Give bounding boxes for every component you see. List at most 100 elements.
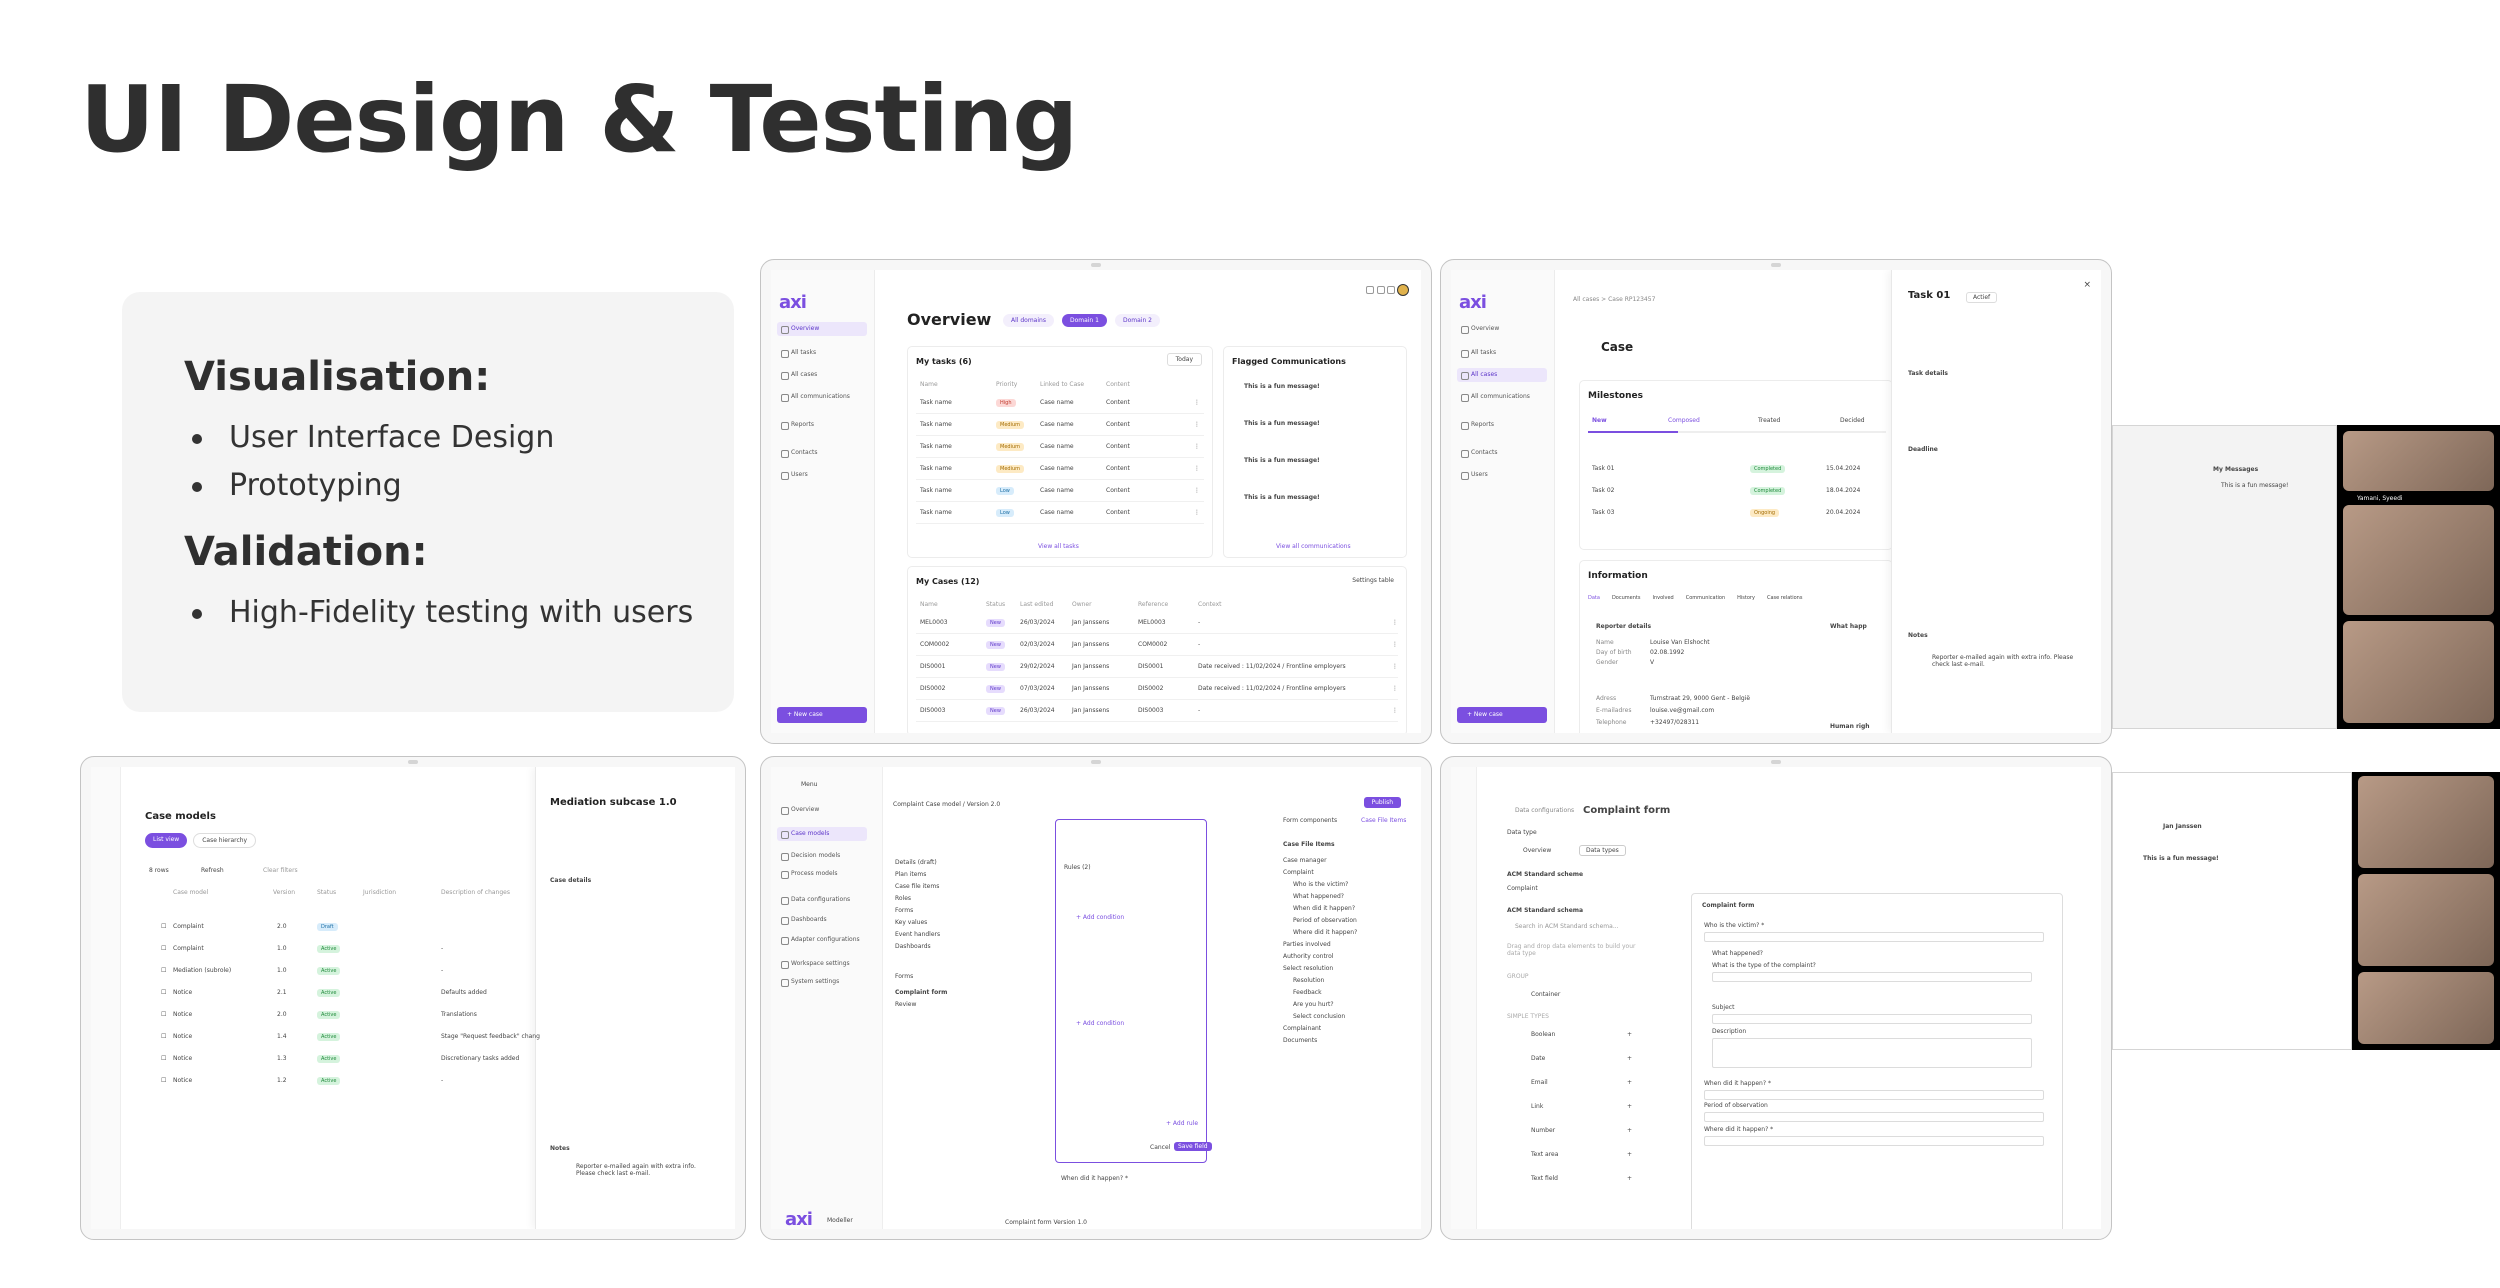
avatar[interactable] [1397, 284, 1409, 296]
nav-all-tasks[interactable]: All tasks [777, 346, 867, 360]
cfi-item[interactable]: Are you hurt? [1293, 1001, 1334, 1008]
nav-overview[interactable]: Overview [777, 322, 867, 336]
kebab-menu-icon[interactable]: ⋮ [1194, 421, 1200, 428]
nav-users[interactable]: Users [777, 468, 867, 482]
kebab-menu-icon[interactable]: ⋮ [1194, 509, 1200, 516]
tab-case-relations[interactable]: Case relations [1766, 595, 1803, 601]
kebab-menu-icon[interactable]: ⋮ [1194, 443, 1200, 450]
type-item[interactable]: Text field [1531, 1175, 1558, 1182]
publish-button[interactable]: Publish [1363, 797, 1401, 808]
step-decided[interactable]: Decided [1840, 417, 1865, 424]
form-field-input[interactable] [1704, 1112, 2044, 1122]
linked-case[interactable]: Case name [1040, 421, 1074, 428]
cfi-item[interactable]: Who is the victim? [1293, 881, 1349, 888]
add-icon[interactable]: + [1627, 1055, 1633, 1062]
row-checkbox[interactable]: ☐ [161, 967, 167, 974]
add-icon[interactable]: + [1627, 1103, 1633, 1110]
cfi-item[interactable]: What happened? [1293, 893, 1344, 900]
step-new[interactable]: New [1592, 417, 1607, 424]
nav-item[interactable]: System settings [777, 975, 867, 989]
tab-domain-1[interactable]: Domain 1 [1061, 314, 1107, 327]
view-all-communications-link[interactable]: View all communications [1276, 543, 1351, 550]
cfi-item[interactable]: Period of observation [1293, 917, 1357, 924]
nav-all-cases[interactable]: All cases [777, 368, 867, 382]
case-model-name[interactable]: Notice [173, 1011, 193, 1018]
new-case-button[interactable]: + New case [777, 707, 867, 723]
kebab-menu-icon[interactable]: ⋮ [1392, 707, 1398, 714]
tab-form-components[interactable]: Form components [1283, 817, 1338, 824]
refresh-button[interactable]: Refresh [201, 867, 224, 874]
cancel-button[interactable]: Cancel [1150, 1144, 1171, 1151]
case-name[interactable]: DIS0001 [920, 663, 946, 670]
cfi-item[interactable]: Select resolution [1283, 965, 1334, 972]
nav-item[interactable]: Overview [777, 803, 867, 817]
task-name[interactable]: Task name [920, 399, 952, 406]
form-field-input[interactable] [1704, 1136, 2044, 1146]
breadcrumb[interactable]: All cases > Case RP123457 [1573, 296, 1656, 303]
nav-item[interactable]: Workspace settings [777, 957, 867, 971]
task-name[interactable]: Task name [920, 465, 952, 472]
type-item[interactable]: Number [1531, 1127, 1556, 1134]
breadcrumb[interactable]: Data configurations [1515, 807, 1575, 814]
tree-item[interactable]: Event handlers [895, 931, 941, 938]
tab-data[interactable]: Data [1588, 595, 1600, 601]
message-item[interactable]: This is a fun message! [2221, 482, 2289, 489]
nav-reports[interactable]: Reports [777, 418, 867, 432]
row-checkbox[interactable]: ☐ [161, 945, 167, 952]
nav-overview[interactable]: Overview [1457, 322, 1547, 336]
nav-item[interactable]: Adapter configurations [777, 933, 867, 947]
close-icon[interactable]: × [2083, 280, 2091, 290]
tab-case-file-items[interactable]: Case File Items [1361, 817, 1407, 824]
task-name[interactable]: Task name [920, 443, 952, 450]
case-name[interactable]: DIS0002 [920, 685, 946, 692]
row-checkbox[interactable]: ☐ [161, 1011, 167, 1018]
menu-label[interactable]: Menu [801, 781, 818, 788]
case-model-name[interactable]: Notice [173, 1033, 193, 1040]
tree-item[interactable]: Forms [895, 907, 914, 914]
flagged-item[interactable]: This is a fun message! [1244, 494, 1320, 501]
task-status-select[interactable]: Actief [1966, 292, 1998, 303]
cfi-item[interactable]: Complaint [1283, 869, 1314, 876]
add-icon[interactable]: + [1627, 1079, 1633, 1086]
apps-grid-icon[interactable] [1386, 286, 1395, 294]
new-case-button[interactable]: + New case [1457, 707, 1547, 723]
row-checkbox[interactable]: ☐ [161, 989, 167, 996]
nav-item[interactable]: Decision models [777, 849, 867, 863]
kebab-menu-icon[interactable]: ⋮ [1392, 663, 1398, 670]
row-checkbox[interactable]: ☐ [161, 923, 167, 930]
add-icon[interactable]: + [1627, 1127, 1633, 1134]
nav-all-cases[interactable]: All cases [1457, 368, 1547, 382]
type-container[interactable]: Container [1531, 991, 1561, 998]
add-icon[interactable]: + [1627, 1151, 1633, 1158]
kebab-menu-icon[interactable]: ⋮ [1194, 399, 1200, 406]
tree-item[interactable]: Details (draft) [895, 859, 937, 866]
cfi-item[interactable]: Complainant [1283, 1025, 1322, 1032]
tab-overview[interactable]: Overview [1523, 847, 1552, 854]
add-condition-button[interactable]: + Add condition [1076, 914, 1125, 921]
case-model-name[interactable]: Complaint [173, 945, 204, 952]
tab-communication[interactable]: Communication [1685, 595, 1726, 601]
form-complaint[interactable]: Complaint form [895, 989, 948, 996]
clear-filters-button[interactable]: Clear filters [263, 867, 298, 874]
tab-documents[interactable]: Documents [1611, 595, 1641, 601]
milestone-task[interactable]: Task 02 [1592, 487, 1615, 494]
form-field-input[interactable] [1704, 1090, 2044, 1100]
case-model-name[interactable]: Notice [173, 1055, 193, 1062]
cfi-item[interactable]: Select conclusion [1293, 1013, 1346, 1020]
add-rule-button[interactable]: + Add rule [1166, 1120, 1199, 1127]
cfi-item[interactable]: When did it happen? [1293, 905, 1356, 912]
view-all-tasks-link[interactable]: View all tasks [1038, 543, 1079, 550]
scheme-value[interactable]: Complaint [1507, 885, 1538, 892]
linked-case[interactable]: Case name [1040, 465, 1074, 472]
type-item[interactable]: Link [1531, 1103, 1544, 1110]
nav-contacts[interactable]: Contacts [1457, 446, 1547, 460]
form-field-input[interactable] [1712, 1014, 2032, 1024]
tab-domain-2[interactable]: Domain 2 [1114, 314, 1160, 327]
nav-item[interactable]: Process models [777, 867, 867, 881]
milestone-task[interactable]: Task 01 [1592, 465, 1615, 472]
tree-item[interactable]: Key values [895, 919, 928, 926]
case-model-name[interactable]: Notice [173, 989, 193, 996]
nav-contacts[interactable]: Contacts [777, 446, 867, 460]
kebab-menu-icon[interactable]: ⋮ [1392, 619, 1398, 626]
add-icon[interactable]: + [1627, 1175, 1633, 1182]
